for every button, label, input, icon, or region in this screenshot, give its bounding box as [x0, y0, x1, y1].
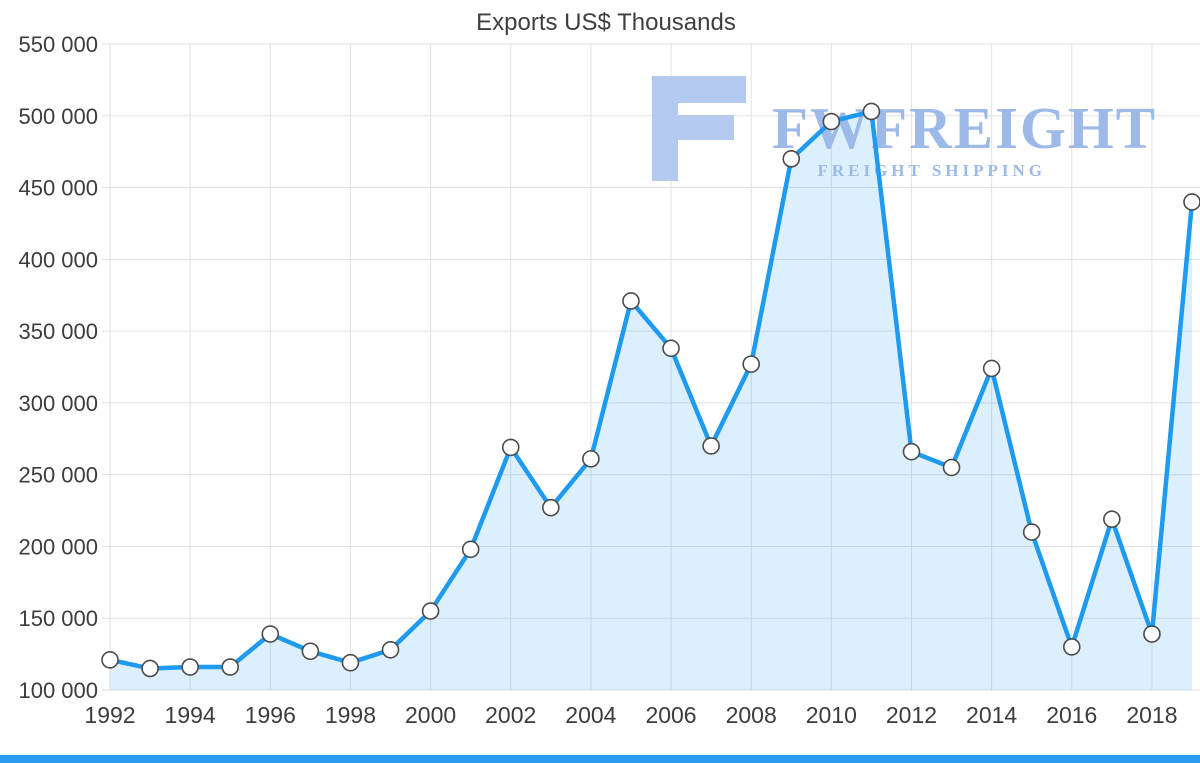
data-point-marker	[261, 625, 280, 643]
x-tick-label: 2006	[645, 702, 696, 728]
data-point-marker	[501, 438, 520, 457]
data-point-marker	[1062, 638, 1081, 656]
y-tick-label: 250 000	[18, 463, 98, 488]
x-tick-label: 2010	[806, 702, 857, 728]
chart-title: Exports US$ Thousands	[476, 9, 736, 36]
data-point-marker	[702, 437, 720, 455]
data-point-marker	[902, 442, 921, 461]
area-fill	[110, 111, 1192, 690]
axis-labels: 550 000 500 000 450 000 400 000 350 000 300 0…	[18, 32, 1177, 728]
data-point-marker	[862, 102, 881, 121]
data-markers	[101, 102, 1200, 678]
x-tick-label: 2012	[886, 702, 937, 728]
data-point-marker	[421, 602, 440, 620]
x-tick-label: 1992	[84, 702, 135, 728]
data-point-marker	[982, 359, 1001, 378]
x-tick-label: 1994	[165, 702, 216, 728]
x-tick-label: 2004	[565, 702, 616, 728]
data-point-marker	[622, 292, 640, 310]
x-tick-label: 2002	[485, 702, 536, 728]
data-point-marker	[301, 642, 320, 661]
data-point-marker	[101, 651, 119, 669]
data-point-marker	[782, 150, 801, 168]
data-point-marker	[1183, 193, 1200, 211]
y-tick-label: 200 000	[18, 534, 98, 559]
y-tick-label: 550 000	[18, 32, 98, 57]
bottom-accent-bar	[0, 755, 1200, 763]
data-point-marker	[1103, 510, 1121, 528]
watermark-tagline: FREIGHT SHIPPING	[817, 161, 1046, 180]
x-tick-label: 2018	[1126, 702, 1177, 728]
x-tick-label: 2008	[726, 702, 777, 728]
area-path	[110, 111, 1192, 690]
y-tick-label: 400 000	[18, 247, 98, 272]
y-tick-label: 450 000	[18, 176, 98, 201]
x-tick-label: 2000	[405, 702, 456, 728]
data-point-marker	[381, 641, 400, 659]
data-point-marker	[942, 458, 961, 477]
data-point-marker	[542, 498, 560, 517]
fw-logo-icon	[652, 76, 746, 181]
data-point-marker	[742, 355, 760, 373]
data-point-marker	[141, 659, 159, 678]
line-path	[107, 109, 1195, 671]
gridlines	[102, 43, 1200, 691]
data-point-marker	[181, 658, 199, 676]
watermark: FWFREIGHT FREIGHT SHIPPING	[652, 76, 1155, 181]
data-point-marker	[341, 653, 360, 672]
y-tick-label: 100 000	[18, 678, 98, 703]
data-point-marker	[461, 540, 480, 559]
x-tick-label: 1998	[325, 702, 376, 728]
data-point-marker	[582, 450, 600, 468]
y-tick-label: 300 000	[18, 391, 98, 416]
data-point-marker	[221, 658, 240, 676]
y-tick-label: 500 000	[18, 104, 98, 129]
data-point-marker	[662, 339, 680, 358]
data-line	[107, 109, 1195, 671]
data-point-marker	[1143, 625, 1161, 643]
x-tick-label: 2016	[1046, 702, 1097, 728]
data-point-marker	[822, 112, 841, 131]
data-point-marker	[1022, 523, 1041, 541]
y-tick-label: 350 000	[18, 319, 98, 344]
x-tick-label: 2014	[966, 702, 1017, 728]
x-tick-label: 1996	[245, 702, 296, 728]
y-tick-label: 150 000	[18, 606, 98, 631]
